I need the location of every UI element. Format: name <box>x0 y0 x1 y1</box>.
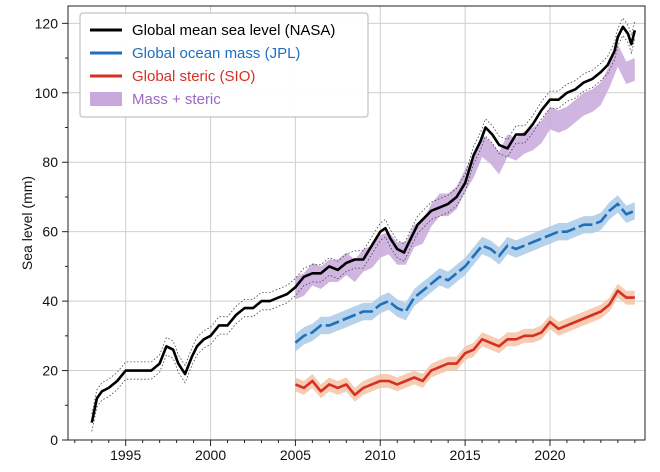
y-tick-label: 20 <box>42 363 58 379</box>
legend-swatch <box>90 92 122 106</box>
x-tick-label: 1995 <box>110 447 141 463</box>
y-tick-label: 60 <box>42 224 58 240</box>
series-lines <box>90 17 637 432</box>
y-tick-label: 40 <box>42 293 58 309</box>
steric-line <box>294 289 635 397</box>
legend-box <box>79 12 369 118</box>
legend-label: Global mean sea level (NASA) <box>132 22 335 39</box>
plot-frame <box>67 5 646 441</box>
x-tick-label: 2020 <box>534 447 565 463</box>
axes: 1995 2000 2005 2010 2015 2020 0 20 40 60 80 100 120 S… <box>19 5 646 463</box>
y-tick-label: 0 <box>50 432 58 448</box>
x-tick-label: 2010 <box>365 447 396 463</box>
steric-band <box>295 283 635 402</box>
x-tick-label: 2005 <box>280 447 311 463</box>
y-tick-label: 80 <box>42 154 58 170</box>
ocean-mass-line <box>294 202 636 344</box>
gmsl-upper-bound <box>91 17 636 415</box>
legend-label: Mass + steric <box>132 91 221 108</box>
legend-label: Global ocean mass (JPL) <box>132 45 300 62</box>
gmsl-line <box>90 25 637 423</box>
x-tick-label: 2015 <box>450 447 481 463</box>
legend-label: Global steric (SIO) <box>132 68 255 85</box>
y-tick-label: 100 <box>35 85 59 101</box>
y-axis-title: Sea level (mm) <box>19 176 35 270</box>
gmsl-lower-bound <box>91 34 636 432</box>
x-tick-label: 2000 <box>195 447 226 463</box>
legend: Global mean sea level (NASA) Global ocean… <box>79 12 369 118</box>
y-tick-label: 120 <box>35 15 59 31</box>
